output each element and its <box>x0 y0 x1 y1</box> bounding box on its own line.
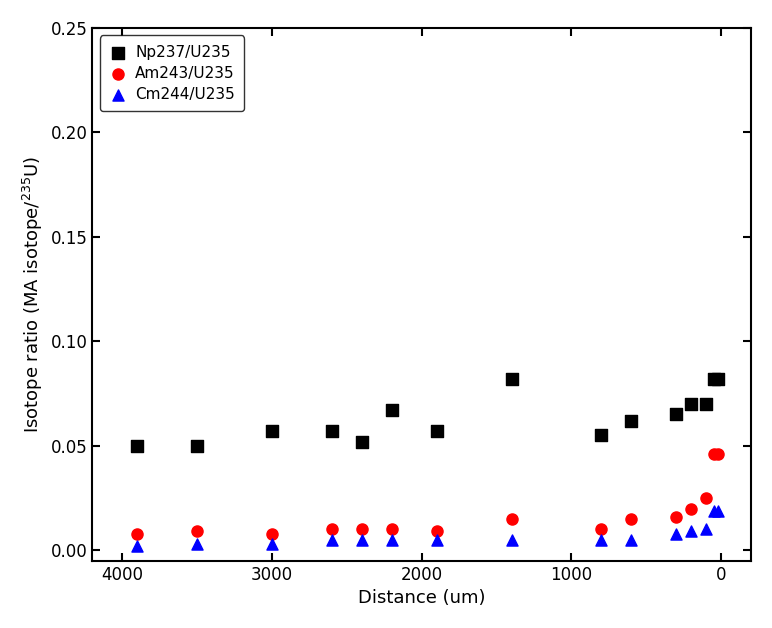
Am243/U235 <box>326 524 338 534</box>
Np237/U235 <box>431 426 443 436</box>
Am243/U235 <box>625 514 638 524</box>
Np237/U235 <box>131 441 144 451</box>
Am243/U235 <box>685 504 697 514</box>
Cm244/U235 <box>131 541 144 551</box>
Am243/U235 <box>712 449 724 459</box>
Np237/U235 <box>266 426 278 436</box>
Np237/U235 <box>625 416 638 426</box>
Np237/U235 <box>326 426 338 436</box>
Legend: Np237/U235, Am243/U235, Cm244/U235: Np237/U235, Am243/U235, Cm244/U235 <box>100 35 244 111</box>
Am243/U235 <box>595 524 608 534</box>
Np237/U235 <box>670 409 682 420</box>
Am243/U235 <box>670 512 682 522</box>
Cm244/U235 <box>685 526 697 536</box>
Cm244/U235 <box>700 524 713 534</box>
Np237/U235 <box>506 374 518 384</box>
Np237/U235 <box>385 405 398 415</box>
Np237/U235 <box>708 374 720 384</box>
Am243/U235 <box>191 526 203 536</box>
Am243/U235 <box>356 524 368 534</box>
Cm244/U235 <box>670 529 682 539</box>
Cm244/U235 <box>712 506 724 516</box>
Cm244/U235 <box>708 506 720 516</box>
Am243/U235 <box>266 529 278 539</box>
Np237/U235 <box>191 441 203 451</box>
Np237/U235 <box>595 430 608 440</box>
Am243/U235 <box>506 514 518 524</box>
Cm244/U235 <box>506 535 518 545</box>
Np237/U235 <box>685 399 697 409</box>
Am243/U235 <box>431 526 443 536</box>
Cm244/U235 <box>625 535 638 545</box>
Cm244/U235 <box>191 539 203 549</box>
Np237/U235 <box>700 399 713 409</box>
Cm244/U235 <box>266 539 278 549</box>
Cm244/U235 <box>326 535 338 545</box>
Am243/U235 <box>385 524 398 534</box>
Np237/U235 <box>356 436 368 447</box>
Am243/U235 <box>700 493 713 503</box>
Np237/U235 <box>712 374 724 384</box>
Cm244/U235 <box>595 535 608 545</box>
Y-axis label: Isotope ratio (MA isotope/$^{235}$U): Isotope ratio (MA isotope/$^{235}$U) <box>21 156 45 433</box>
Cm244/U235 <box>356 535 368 545</box>
Cm244/U235 <box>385 535 398 545</box>
Am243/U235 <box>131 529 144 539</box>
X-axis label: Distance (um): Distance (um) <box>358 589 486 607</box>
Cm244/U235 <box>431 535 443 545</box>
Am243/U235 <box>708 449 720 459</box>
